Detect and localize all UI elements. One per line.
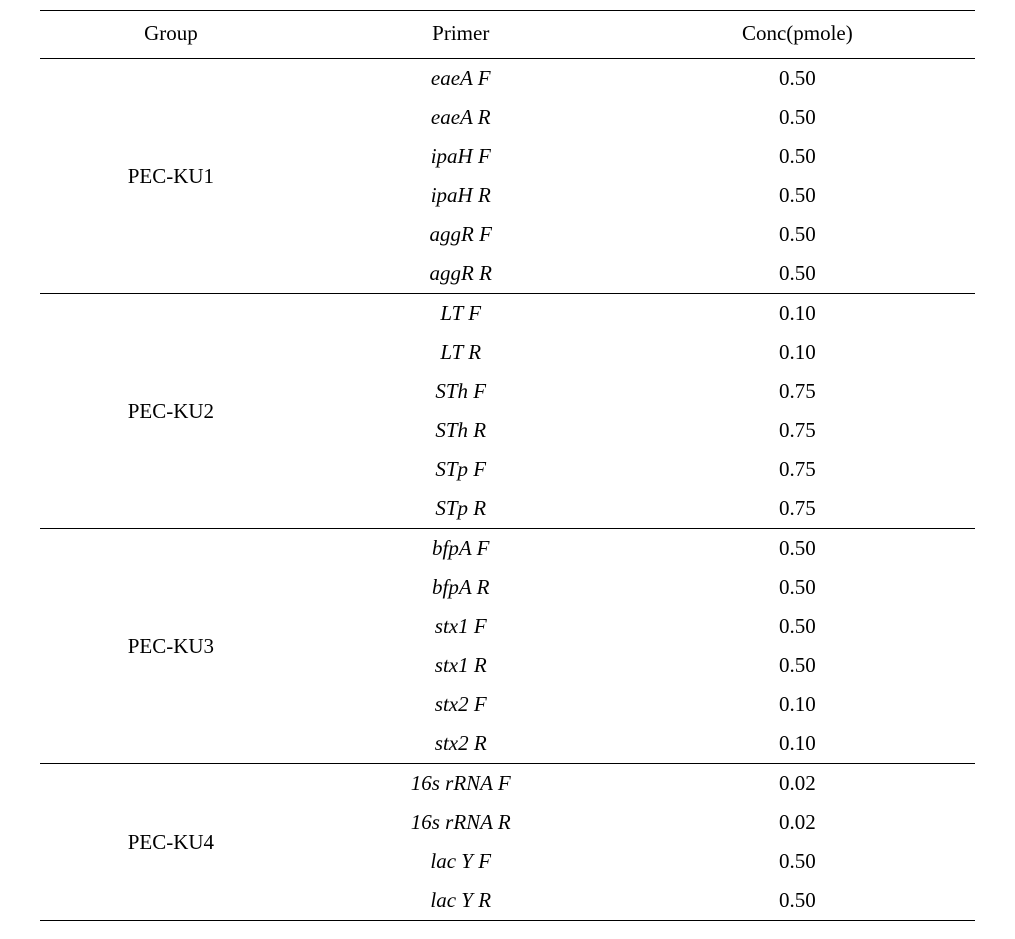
conc-cell: 0.02 — [620, 803, 975, 842]
table-row: PEC-KU416s rRNA F0.02 — [40, 764, 975, 804]
conc-cell: 0.50 — [620, 215, 975, 254]
primer-table: Group Primer Conc(pmole) PEC-KU1eaeA F0.… — [40, 10, 975, 921]
header-row: Group Primer Conc(pmole) — [40, 11, 975, 59]
group-block: PEC-KU416s rRNA F0.0216s rRNA R0.02lac Y… — [40, 764, 975, 921]
primer-cell: ipaH R — [302, 176, 620, 215]
conc-cell: 0.75 — [620, 450, 975, 489]
conc-cell: 0.50 — [620, 98, 975, 137]
table-header: Group Primer Conc(pmole) — [40, 11, 975, 59]
conc-cell: 0.02 — [620, 764, 975, 804]
header-group: Group — [40, 11, 302, 59]
primer-cell: STh F — [302, 372, 620, 411]
primer-cell: stx2 R — [302, 724, 620, 764]
conc-cell: 0.50 — [620, 568, 975, 607]
conc-cell: 0.75 — [620, 372, 975, 411]
conc-cell: 0.10 — [620, 685, 975, 724]
group-name-cell: PEC-KU2 — [40, 294, 302, 529]
group-block: PEC-KU1eaeA F0.50eaeA R0.50ipaH F0.50ipa… — [40, 59, 975, 294]
table-row: PEC-KU3bfpA F0.50 — [40, 529, 975, 569]
primer-cell: STp F — [302, 450, 620, 489]
conc-cell: 0.50 — [620, 607, 975, 646]
header-conc: Conc(pmole) — [620, 11, 975, 59]
table-row: PEC-KU1eaeA F0.50 — [40, 59, 975, 99]
primer-cell: LT R — [302, 333, 620, 372]
conc-cell: 0.10 — [620, 294, 975, 334]
primer-cell: STp R — [302, 489, 620, 529]
primer-cell: 16s rRNA R — [302, 803, 620, 842]
conc-cell: 0.10 — [620, 724, 975, 764]
conc-cell: 0.10 — [620, 333, 975, 372]
primer-cell: stx1 F — [302, 607, 620, 646]
primer-cell: aggR F — [302, 215, 620, 254]
primer-cell: stx1 R — [302, 646, 620, 685]
primer-cell: bfpA F — [302, 529, 620, 569]
primer-cell: aggR R — [302, 254, 620, 294]
primer-cell: ipaH F — [302, 137, 620, 176]
conc-cell: 0.75 — [620, 411, 975, 450]
primer-cell: stx2 F — [302, 685, 620, 724]
primer-cell: eaeA F — [302, 59, 620, 99]
primer-cell: bfpA R — [302, 568, 620, 607]
primer-cell: lac Y F — [302, 842, 620, 881]
table-row: PEC-KU2LT F0.10 — [40, 294, 975, 334]
group-name-cell: PEC-KU3 — [40, 529, 302, 764]
conc-cell: 0.75 — [620, 489, 975, 529]
conc-cell: 0.50 — [620, 59, 975, 99]
conc-cell: 0.50 — [620, 646, 975, 685]
primer-cell: STh R — [302, 411, 620, 450]
group-block: PEC-KU3bfpA F0.50bfpA R0.50stx1 F0.50stx… — [40, 529, 975, 764]
group-name-cell: PEC-KU4 — [40, 764, 302, 921]
primer-cell: eaeA R — [302, 98, 620, 137]
group-name-cell: PEC-KU1 — [40, 59, 302, 294]
conc-cell: 0.50 — [620, 529, 975, 569]
page: Group Primer Conc(pmole) PEC-KU1eaeA F0.… — [0, 0, 1015, 939]
conc-cell: 0.50 — [620, 254, 975, 294]
conc-cell: 0.50 — [620, 176, 975, 215]
primer-cell: 16s rRNA F — [302, 764, 620, 804]
primer-cell: lac Y R — [302, 881, 620, 921]
conc-cell: 0.50 — [620, 137, 975, 176]
conc-cell: 0.50 — [620, 881, 975, 921]
header-primer: Primer — [302, 11, 620, 59]
primer-cell: LT F — [302, 294, 620, 334]
conc-cell: 0.50 — [620, 842, 975, 881]
group-block: PEC-KU2LT F0.10LT R0.10STh F0.75STh R0.7… — [40, 294, 975, 529]
